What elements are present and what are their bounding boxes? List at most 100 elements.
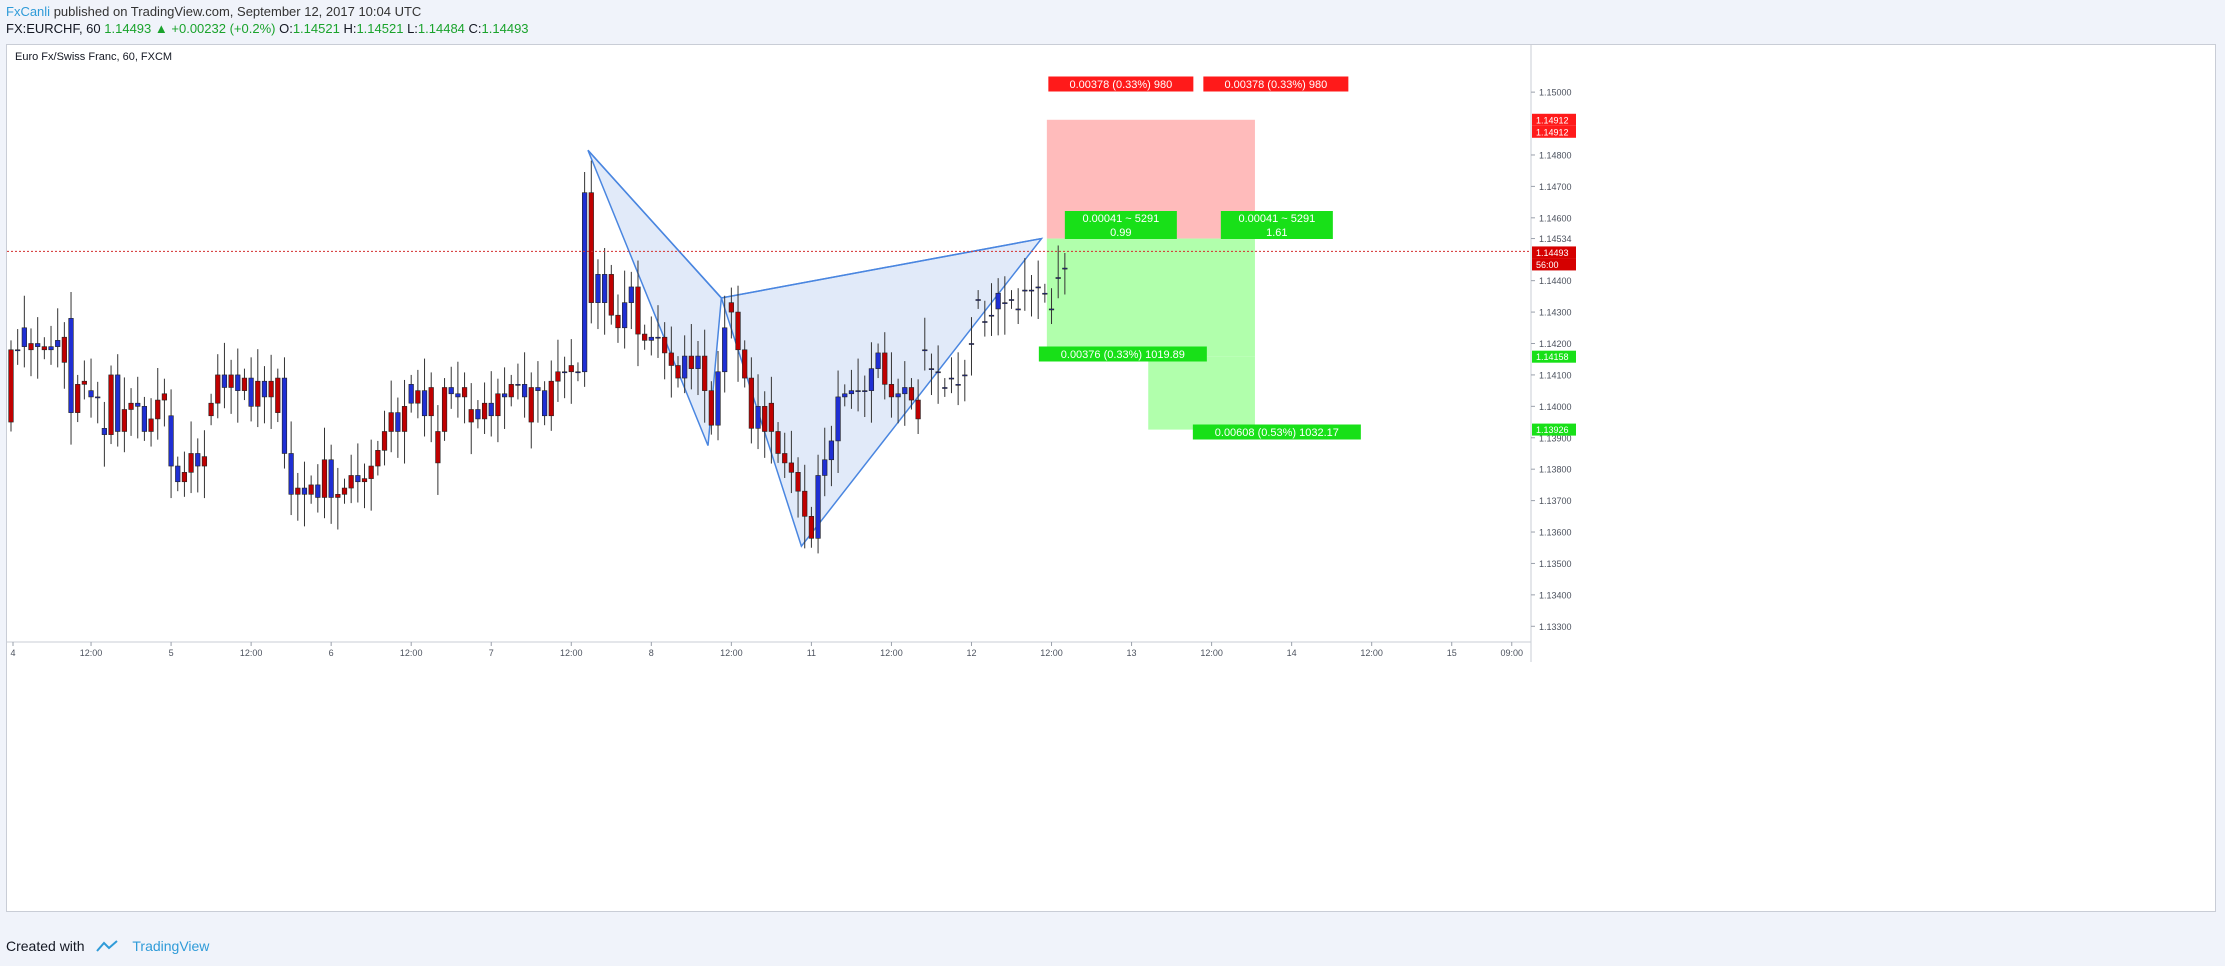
y-tick-label: 1.14700 (1539, 182, 1572, 192)
candle-body (1002, 302, 1008, 304)
symbol-label: FX:EURCHF, 60 (6, 21, 101, 36)
target2-label-text: 0.00608 (0.53%) 1032.17 (1215, 427, 1339, 439)
candle-body (388, 412, 394, 432)
y-tick-label: 1.13400 (1539, 590, 1572, 600)
candle-body (188, 453, 194, 473)
candle-body (355, 475, 361, 483)
price-axis-marker-box (1532, 246, 1576, 259)
candle-body (735, 311, 741, 351)
candle-body (348, 475, 354, 489)
candle-body (308, 484, 314, 495)
candle-body (708, 390, 714, 426)
candle-body (301, 487, 308, 495)
candle-body (455, 393, 461, 398)
pattern-leg-bd (721, 237, 1042, 299)
up-arrow-icon: ▲ (154, 21, 168, 36)
y-tick-label: 1.13500 (1539, 559, 1572, 569)
candle-body (768, 402, 774, 432)
x-tick-label: 4 (10, 648, 15, 658)
high-label: H: (343, 21, 357, 36)
candle-body (588, 192, 594, 303)
candle-body (882, 352, 888, 385)
low-value: 1.14484 (417, 21, 465, 36)
candle-body (968, 343, 975, 345)
candle-body (108, 374, 114, 435)
candle-body (628, 286, 634, 303)
y-tick-label: 1.13900 (1539, 433, 1572, 443)
published-text: published on TradingView.com, September … (53, 4, 422, 19)
candle-body (855, 390, 861, 392)
candle-body (208, 402, 214, 417)
pattern-leg-xb (587, 149, 722, 299)
candle-body (428, 387, 434, 417)
candle-body (608, 274, 614, 316)
candle-body (928, 368, 935, 370)
candle-body (815, 475, 821, 539)
countdown-axis-marker-text: 56:00 (1536, 260, 1559, 270)
candle-body (68, 318, 74, 413)
candle-body (215, 374, 221, 404)
candle-body (495, 393, 501, 417)
candle-body (515, 384, 521, 386)
pattern-triangle-bcd (720, 237, 1044, 548)
candle-body (128, 402, 134, 410)
tradingview-logo-icon (96, 940, 119, 952)
candle-body (75, 384, 81, 413)
candle-body (722, 327, 728, 373)
candle-body (828, 440, 835, 461)
candle-body (35, 343, 41, 347)
close-value: 1.14493 (481, 21, 529, 36)
chart-svg[interactable]: Euro Fx/Swiss Franc, 60, FXCM 1.15000 1.14… (7, 45, 2215, 911)
candle-body (948, 377, 955, 380)
target-zone-1 (1046, 238, 1255, 357)
candle-body (235, 374, 241, 391)
candle-body (41, 346, 47, 351)
candle-body (261, 380, 268, 398)
tradingview-link[interactable]: TradingView (132, 938, 210, 954)
candle-body (341, 487, 348, 495)
candle-body (1055, 277, 1061, 279)
candle-body (1048, 308, 1055, 311)
x-tick-label: 12:00 (1360, 648, 1383, 658)
candle-body (135, 402, 141, 407)
stop-label-right-box (1203, 76, 1349, 92)
candle-body (688, 355, 694, 369)
pattern-triangle-xab (587, 149, 723, 446)
candle-body (468, 409, 474, 423)
author-link[interactable]: FxCanli (6, 4, 51, 19)
ticker-line: FX:EURCHF, 60 1.14493 ▲ +0.00232 (+0.2%)… (6, 21, 529, 36)
candle-body (168, 415, 174, 467)
candle-body (982, 321, 988, 323)
candle-body (1022, 289, 1028, 292)
entry-label-left-text: 0.00041 ~ 5291 (1082, 213, 1159, 225)
countdown-axis-marker-box (1532, 258, 1576, 271)
stop-label-left-box (1048, 76, 1194, 92)
x-tick-label: 8 (649, 648, 654, 658)
stop-axis-marker-text: 1.14912 (1536, 115, 1569, 125)
candle-body (535, 387, 541, 391)
publish-header: FxCanli published on TradingView.com, Se… (0, 0, 2225, 40)
candle-body (475, 409, 481, 420)
candle-body (181, 472, 188, 483)
candle-body (328, 459, 334, 498)
candle-body (902, 387, 908, 395)
y-tick-label: 1.13600 (1539, 528, 1572, 538)
chart-area[interactable]: Euro Fx/Swiss Franc, 60, FXCM 1.15000 1.14… (6, 44, 2216, 912)
candle-body (175, 465, 181, 483)
target2-axis-marker-box (1532, 423, 1576, 436)
candle-body (682, 355, 688, 379)
x-tick-label: 6 (329, 648, 334, 658)
y-tick-label: 1.14100 (1539, 370, 1572, 380)
y-tick-label: 1.15000 (1539, 88, 1572, 98)
x-tick-label: 14 (1287, 648, 1297, 658)
candle-body (715, 371, 721, 426)
candle-body (642, 333, 648, 341)
candle-body (875, 352, 881, 369)
candle-body (848, 390, 855, 395)
candle-body (248, 377, 254, 407)
candle-body (28, 343, 34, 351)
candle-body (275, 377, 281, 413)
candle-body (115, 374, 121, 432)
candle-body (795, 472, 801, 492)
candle-body (1035, 286, 1041, 289)
